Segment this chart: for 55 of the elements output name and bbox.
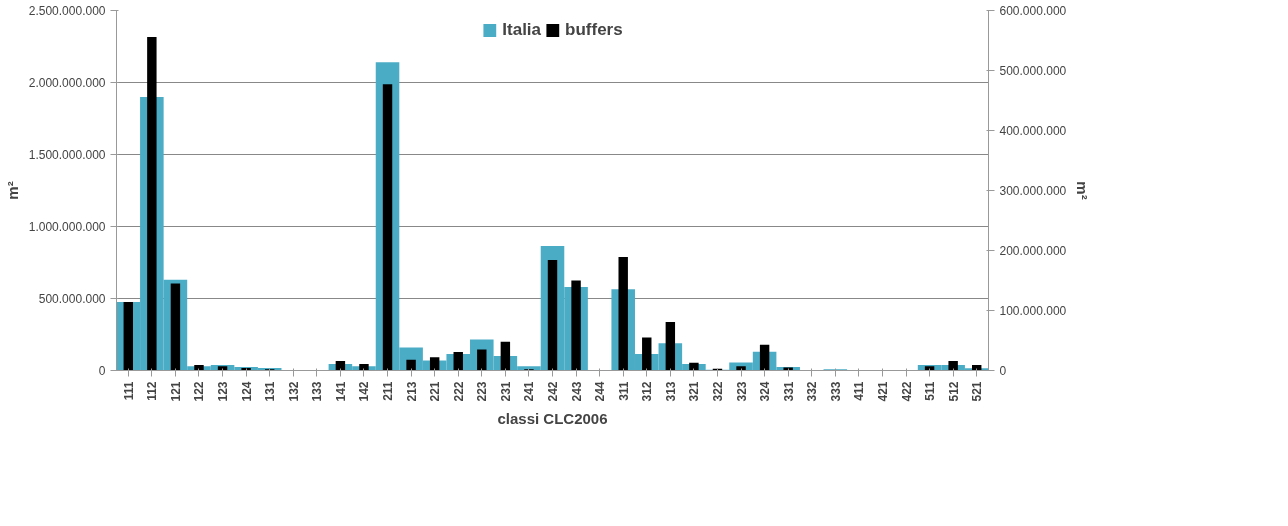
x-tick-label: 241 [522,381,537,402]
x-tick-label: 511 [923,381,938,401]
y2-tick-label: 400.000.000 [999,124,1067,138]
x-tick-label: 133 [310,381,325,402]
x-tick-label: 421 [875,381,890,402]
x-tick-label: 332 [805,381,820,402]
x-tick-label: 132 [286,381,301,402]
x-tick-label: 313 [663,381,678,402]
y-tick-label: 0 [98,364,106,378]
x-tick-label: 211 [381,381,396,401]
y2-tick-label: 200.000.000 [999,244,1067,258]
x-tick-label: 231 [498,381,513,402]
y-axis-title: m² [3,181,21,200]
x-tick-label: 411 [852,381,867,401]
x-tick-label: 124 [239,381,254,402]
y2-tick-label: 300.000.000 [999,184,1067,198]
x-tick-label: 312 [640,381,655,402]
x-tick-label: 331 [781,381,796,402]
x-tick-label: 323 [734,381,749,402]
x-tick-label: 333 [828,381,843,402]
y2-tick-label: 500.000.000 [999,64,1067,78]
x-axis-title: classi CLC2006 [497,409,608,427]
x-tick-label: 112 [145,381,160,401]
y2-tick-label: 0 [999,364,1007,378]
x-tick-label: 131 [263,381,278,402]
x-tick-label: 111 [121,381,136,401]
x-tick-label: 244 [593,381,608,402]
y-tick-label: 1.000.000.000 [28,220,106,234]
y2-tick-label: 100.000.000 [999,304,1067,318]
x-tick-label: 121 [168,381,183,402]
x-tick-label: 223 [475,381,490,402]
x-tick-label: 142 [357,381,372,402]
y-tick-label: 500.000.000 [38,292,106,306]
x-tick-label: 321 [687,381,702,402]
x-tick-label: 324 [758,381,773,402]
legend-label: Italia [502,20,542,40]
x-tick-label: 521 [970,381,985,402]
y-tick-label: 1.500.000.000 [28,148,106,162]
x-tick-label: 322 [710,381,725,402]
x-tick-label: 141 [333,381,348,402]
y2-axis-title: m² [1074,181,1092,200]
x-tick-label: 242 [546,381,560,402]
x-tick-label: 221 [428,381,443,402]
x-tick-label: 123 [216,381,231,402]
x-tick-label: 512 [946,381,961,402]
x-tick-label: 311 [616,381,631,401]
x-tick-label: 122 [192,381,207,402]
y2-tick-label: 600.000.000 [999,4,1067,18]
y-tick-label: 2.500.000.000 [28,4,106,18]
x-tick-label: 213 [404,381,419,402]
legend-label: buffers [565,20,623,40]
x-tick-label: 243 [569,381,584,402]
x-tick-label: 222 [451,381,466,402]
y-tick-label: 2.000.000.000 [28,76,106,90]
x-tick-label: 422 [899,381,914,402]
